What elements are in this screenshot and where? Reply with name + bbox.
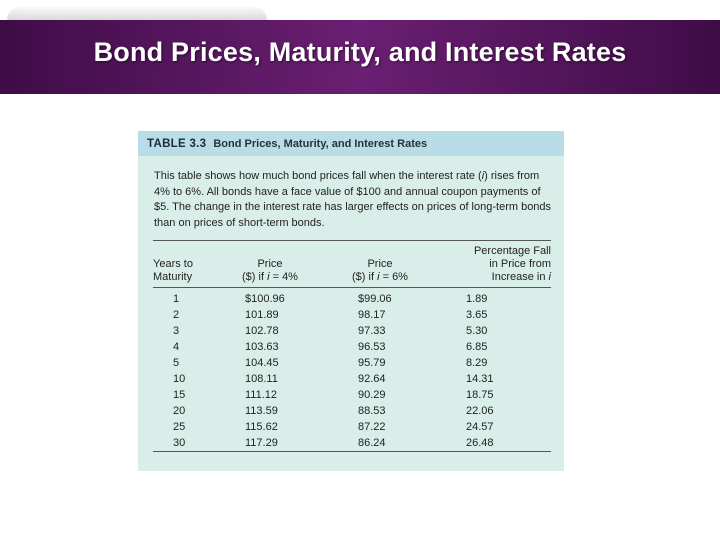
- cell-price-4: 103.63: [245, 341, 279, 354]
- table-row: 30 117.29 86.24 26.48: [153, 435, 551, 453]
- table-row: 4 103.63 96.53 6.85: [153, 340, 551, 356]
- cell-price-4: 102.78: [245, 325, 279, 338]
- cell-percentage-fall: 3.65: [466, 309, 488, 322]
- cell-percentage-fall: 26.48: [435, 435, 551, 453]
- cell-price-4: 113.59: [245, 404, 278, 417]
- cell-price-4: 108.11: [245, 372, 278, 385]
- cell-percentage-fall: 6.85: [466, 341, 488, 354]
- cell-price-6: 96.53: [358, 341, 386, 354]
- cell-price-6: 87.22: [358, 420, 386, 433]
- table-caption: This table shows how much bond prices fa…: [154, 170, 552, 229]
- header-price-4-percent: Price ($) if i = 4%: [242, 258, 298, 284]
- cell-price-6: 90.29: [358, 388, 386, 401]
- table-row: 15 111.12 90.29 18.75: [153, 388, 551, 404]
- cell-years: 15: [173, 388, 186, 401]
- slide-title: Bond Prices, Maturity, and Interest Rate…: [93, 37, 627, 67]
- cell-price-4: 111.12: [245, 388, 278, 401]
- cell-percentage-fall: 5.30: [466, 325, 488, 338]
- table-heading: TABLE 3.3 Bond Prices, Maturity, and Int…: [138, 131, 564, 156]
- cell-price-6: 86.24: [325, 435, 435, 453]
- cell-price-6: 95.79: [358, 357, 386, 369]
- header-price-6-percent: Price ($) if i = 6%: [352, 258, 408, 284]
- header-years-to-maturity: Years to Maturity: [153, 258, 193, 284]
- cell-percentage-fall: 18.75: [466, 388, 494, 401]
- cell-percentage-fall: 8.29: [466, 357, 488, 369]
- cell-years: 20: [173, 404, 186, 417]
- cell-price-6: 88.53: [358, 404, 386, 417]
- cell-price-4: 117.29: [215, 435, 325, 453]
- header-band: [0, 20, 720, 94]
- bond-price-table: Years to Maturity Price ($) if i = 4% Pr…: [153, 240, 551, 453]
- cell-years: 25: [173, 420, 186, 433]
- cell-years: 1: [173, 293, 180, 306]
- cell-years: 2: [173, 309, 180, 322]
- cell-years: 10: [173, 372, 186, 385]
- header-percentage-fall: Percentage Fall in Price from Increase i…: [473, 245, 551, 284]
- cell-percentage-fall: 1.89: [466, 293, 488, 306]
- cell-years: 3: [173, 325, 180, 338]
- cell-price-4: $100.96: [245, 293, 285, 306]
- table-title: Bond Prices, Maturity, and Interest Rate…: [213, 137, 428, 150]
- cell-price-4: 115.62: [245, 420, 278, 433]
- table-figure: TABLE 3.3 Bond Prices, Maturity, and Int…: [138, 131, 564, 471]
- cell-price-4: 101.89: [245, 309, 279, 322]
- cell-price-6: $99.06: [358, 293, 392, 306]
- table-row: 10 108.11 92.64 14.31: [153, 372, 551, 388]
- table-row: 5 104.45 95.79 8.29: [153, 356, 551, 372]
- cell-price-6: 98.17: [358, 309, 386, 322]
- table-row: 1 $100.96 $99.06 1.89: [153, 288, 551, 308]
- cell-price-6: 92.64: [358, 372, 386, 385]
- table-row: 2 101.89 98.17 3.65: [153, 308, 551, 324]
- cell-price-4: 104.45: [245, 357, 279, 369]
- table-number: TABLE 3.3: [147, 137, 207, 150]
- cell-years: 4: [173, 341, 180, 354]
- cell-years: 30: [153, 435, 215, 453]
- table-header-row: Years to Maturity Price ($) if i = 4% Pr…: [153, 240, 551, 288]
- cell-percentage-fall: 22.06: [466, 404, 494, 417]
- cell-percentage-fall: 14.31: [466, 372, 494, 385]
- cell-years: 5: [173, 357, 180, 369]
- table-row: 20 113.59 88.53 22.06: [153, 404, 551, 420]
- table-row: 3 102.78 97.33 5.30: [153, 324, 551, 340]
- cell-price-6: 97.33: [358, 325, 386, 338]
- table-row: 25 115.62 87.22 24.57: [153, 420, 551, 436]
- cell-percentage-fall: 24.57: [466, 420, 494, 433]
